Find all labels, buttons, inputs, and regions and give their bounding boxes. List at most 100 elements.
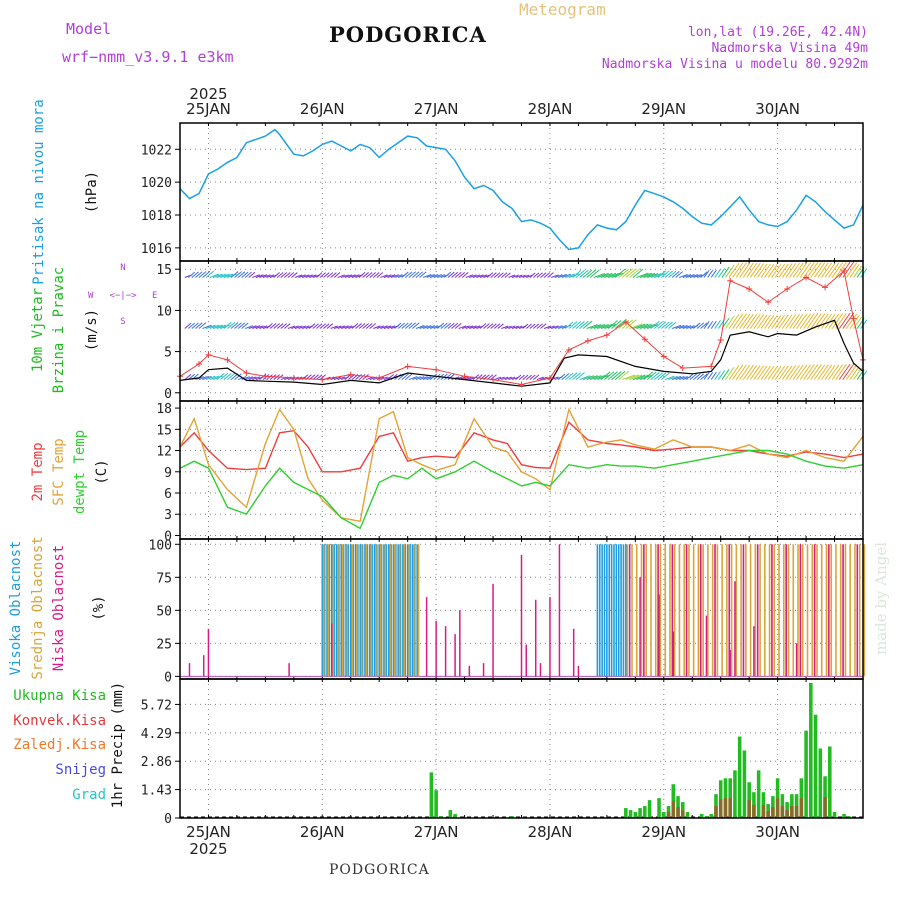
wind-arrow [821, 364, 833, 380]
wind-arrow [679, 376, 688, 381]
wind-barbs [184, 261, 868, 381]
precip-total-bar [439, 816, 443, 818]
wind-arrow [355, 323, 362, 329]
precip-total-bar [704, 816, 709, 818]
wind-arrow [675, 375, 685, 381]
wind-gust-marker [518, 381, 525, 388]
wind-arrow [746, 365, 758, 380]
wind-arrow [504, 325, 512, 329]
cloud-label-low: Niska Oblacnost [51, 545, 67, 671]
wind-arrow [230, 322, 239, 329]
wind-arrow [458, 271, 466, 278]
wind-arrow [767, 315, 778, 329]
wind-arrow [650, 320, 660, 329]
wind-arrow [561, 273, 571, 278]
wind-arrow [337, 274, 346, 278]
wind-arrow [380, 274, 388, 278]
wind-arrow [529, 374, 536, 380]
y-tick-label: 2.86 [141, 755, 172, 770]
wind-arrow [266, 374, 273, 380]
wind-arrow [220, 273, 230, 278]
y-tick-label: 15 [156, 263, 172, 278]
wind-arrow [202, 270, 211, 278]
precip-total-bar [742, 750, 747, 818]
wind-arrow [422, 325, 432, 329]
wind-arrow [664, 321, 673, 329]
wind-arrow [721, 369, 730, 380]
y-tick-label: 100 [149, 538, 172, 553]
wind-gust-marker [546, 374, 553, 381]
wind-arrow [707, 320, 714, 329]
wind-arrow [237, 322, 246, 329]
wind-arrow [213, 324, 223, 329]
wind-arrow [501, 376, 509, 381]
wind-arrow [710, 269, 717, 278]
wind-arrow [671, 271, 680, 278]
wind-arrow [572, 270, 582, 278]
wind-arrow [365, 272, 373, 278]
wind-arrow [575, 372, 585, 380]
precip-total-bar [453, 814, 457, 818]
wind-arrow [774, 365, 786, 380]
wind-gust-marker [376, 374, 383, 381]
wind-arrow [284, 323, 291, 329]
wind-arrow [326, 323, 334, 329]
y-tick-label: 50 [156, 604, 172, 619]
wind-arrow [518, 374, 525, 380]
wind-title-1: 10m Vjetar [30, 288, 46, 372]
wind-arrow [710, 320, 717, 329]
wind-gust-marker [461, 373, 468, 380]
wind-arrow [344, 325, 353, 329]
wind-arrow [387, 274, 396, 278]
wind-arrow [490, 323, 497, 329]
wind-arrow [430, 274, 439, 278]
precip-total-bar [809, 682, 813, 818]
wind-arrow [618, 268, 630, 278]
wind-arrow [785, 314, 797, 329]
temp-line-2m [179, 420, 864, 473]
wind-arrow [515, 374, 522, 380]
wind-arrow [387, 374, 394, 380]
precip-total-bar [628, 810, 633, 818]
wind-arrow [266, 274, 275, 278]
wind-arrow [817, 364, 829, 380]
wind-arrow [646, 371, 657, 380]
wind-arrow [255, 274, 264, 278]
y-tick-label: 10 [156, 304, 172, 319]
wind-arrow [412, 376, 421, 381]
precip-legend-1: Konvek.Kisa [13, 713, 106, 729]
wind-arrow [319, 323, 326, 329]
wind-arrow [522, 323, 529, 329]
wind-arrow [309, 274, 317, 278]
wind-arrow [291, 325, 299, 329]
wind-arrow [600, 323, 613, 329]
wind-arrow [792, 364, 804, 380]
y-tick-label: 1022 [141, 143, 172, 158]
wind-gust-marker [319, 376, 326, 383]
wind-arrow [558, 273, 567, 278]
wind-arrow [522, 274, 530, 278]
wind-arrow [593, 375, 606, 381]
wind-arrow [476, 374, 483, 380]
wind-arrow [404, 322, 413, 329]
wind-arrow [589, 269, 600, 278]
wind-arrow [408, 376, 418, 381]
wind-arrow [749, 365, 761, 380]
y-tick-label: 0 [164, 387, 172, 402]
precip-total-bar [723, 778, 728, 818]
wind-arrow [728, 262, 740, 278]
wind-arrow [273, 323, 280, 329]
wind-arrow [536, 376, 544, 381]
wind-arrow [586, 375, 598, 381]
wind-arrow [828, 364, 840, 380]
y-tick-label: 4.29 [141, 727, 172, 742]
wind-arrow [558, 324, 567, 329]
wind-speed-line [179, 319, 864, 387]
wind-gust-marker [727, 277, 734, 284]
wind-arrow [700, 373, 708, 380]
wind-arrow [202, 375, 212, 381]
wind-arrow [689, 274, 699, 278]
wind-arrow [412, 322, 420, 329]
day-label-bottom: 30JAN [755, 823, 800, 841]
pressure-unit: (hPa) [84, 171, 100, 213]
